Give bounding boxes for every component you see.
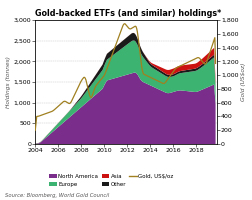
Y-axis label: Holdings (tonnes): Holdings (tonnes) xyxy=(6,56,11,108)
Text: Source: Bloomberg, World Gold Council: Source: Bloomberg, World Gold Council xyxy=(5,193,109,198)
Y-axis label: Gold (US$oz): Gold (US$oz) xyxy=(241,63,246,101)
Legend: North America, Europe, Asia, Other, Gold, US$/oz: North America, Europe, Asia, Other, Gold… xyxy=(49,174,174,187)
Text: Gold-backed ETFs (and similar) holdings*: Gold-backed ETFs (and similar) holdings* xyxy=(35,9,222,18)
